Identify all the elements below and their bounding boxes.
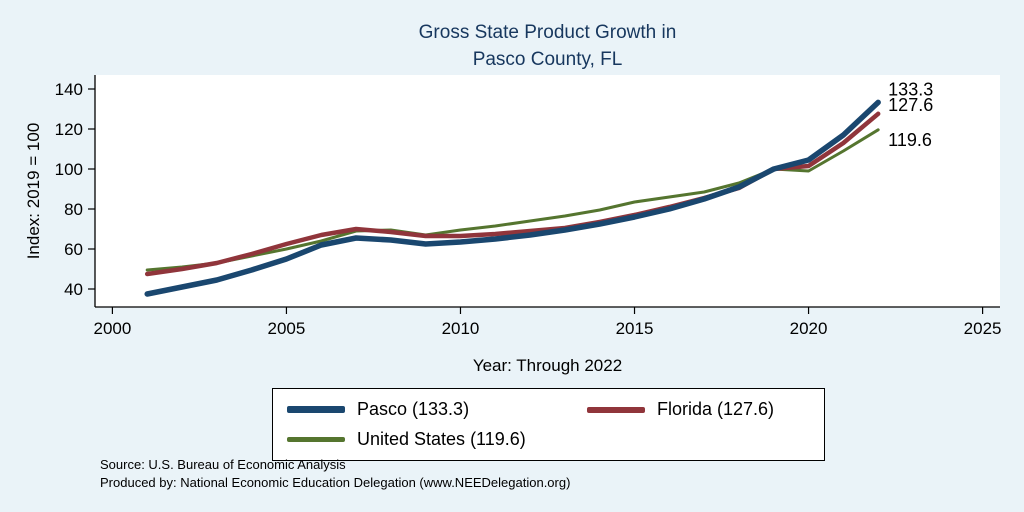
legend-label-united-states: United States (119.6) xyxy=(357,429,526,449)
legend-item-united-states: United States (119.6) xyxy=(287,429,587,450)
pasco-end-label: 133.3 xyxy=(888,79,933,99)
x-tick-label: 2010 xyxy=(442,319,480,338)
chart-title-line1: Gross State Product Growth in xyxy=(418,22,677,43)
x-tick-label: 2000 xyxy=(93,319,131,338)
y-tick-label: 140 xyxy=(55,80,83,99)
x-axis-label: Year: Through 2022 xyxy=(472,356,623,375)
y-tick-label: 40 xyxy=(64,280,83,299)
y-tick-label: 60 xyxy=(64,240,83,259)
y-tick-label: 120 xyxy=(55,120,83,139)
x-tick-label: 2005 xyxy=(268,319,306,338)
chart-title-line2: Pasco County, FL xyxy=(472,48,623,70)
plot-background xyxy=(95,75,1000,307)
produced-line: Produced by: National Economic Education… xyxy=(100,474,571,490)
legend-item-florida: Florida (127.6) xyxy=(587,399,810,420)
pasco-legend-swatch xyxy=(287,406,345,413)
legend-label-pasco: Pasco (133.3) xyxy=(357,399,470,419)
chart-title: Gross State Product Growth in Pasco Coun… xyxy=(95,20,1000,73)
united-states-legend-swatch xyxy=(287,437,345,442)
legend: Pasco (133.3) Florida (127.6) United Sta… xyxy=(272,388,825,461)
y-tick-label: 80 xyxy=(64,200,83,219)
x-tick-label: 2020 xyxy=(790,319,828,338)
florida-end-label: 127.6 xyxy=(888,95,933,115)
y-tick-label: 100 xyxy=(55,160,83,179)
x-tick-label: 2025 xyxy=(964,319,1002,338)
source-note: Source: U.S. Bureau of Economic Analysis… xyxy=(100,456,570,491)
source-line: Source: U.S. Bureau of Economic Analysis xyxy=(100,457,346,472)
united-states-end-label: 119.6 xyxy=(888,130,932,150)
y-axis-label: Index: 2019 = 100 xyxy=(24,122,43,260)
florida-legend-swatch xyxy=(587,406,645,413)
legend-item-pasco: Pasco (133.3) xyxy=(287,399,587,420)
pasco-line xyxy=(144,99,881,297)
x-tick-label: 2015 xyxy=(616,319,654,338)
legend-label-florida: Florida (127.6) xyxy=(657,399,775,419)
